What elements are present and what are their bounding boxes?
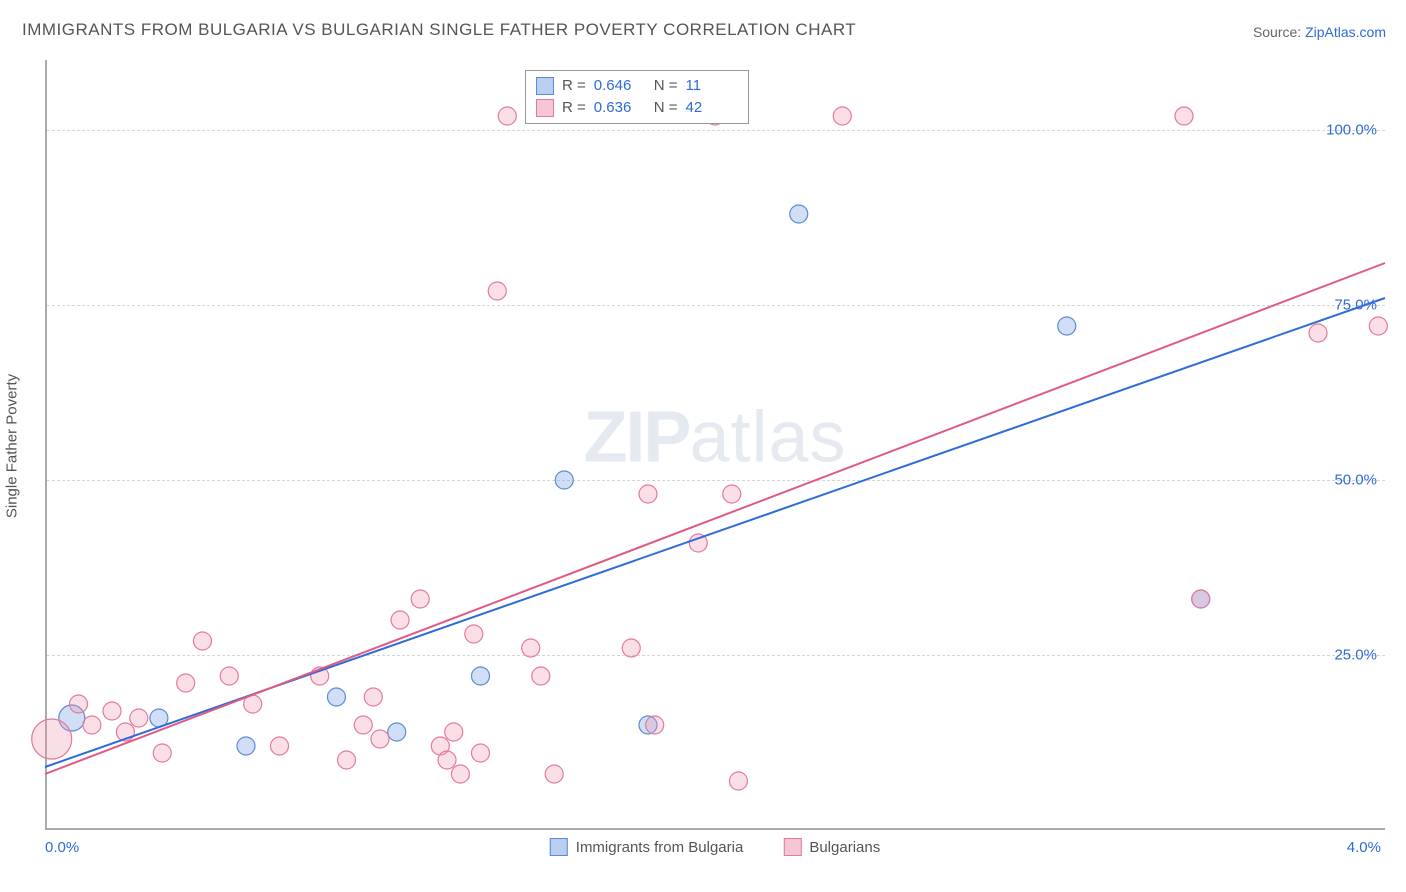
plot-svg: [45, 60, 1385, 828]
source-label: Source:: [1253, 24, 1301, 40]
scatter-point: [364, 688, 382, 706]
scatter-point: [729, 772, 747, 790]
scatter-point: [411, 590, 429, 608]
regression-line: [45, 263, 1385, 774]
legend-item: Bulgarians: [783, 838, 880, 856]
legend-label: Immigrants from Bulgaria: [576, 839, 744, 856]
scatter-point: [193, 632, 211, 650]
x-tick-label: 4.0%: [1347, 839, 1381, 856]
scatter-point: [153, 744, 171, 762]
legend-r-value: 0.646: [594, 75, 646, 97]
scatter-point: [488, 282, 506, 300]
legend-swatch: [550, 838, 568, 856]
scatter-point: [451, 765, 469, 783]
chart-title: IMMIGRANTS FROM BULGARIA VS BULGARIAN SI…: [22, 20, 856, 40]
scatter-point: [177, 674, 195, 692]
legend-correlation-box: R = 0.646 N = 11 R = 0.636 N = 42: [525, 70, 749, 124]
scatter-point: [790, 205, 808, 223]
legend-n-value: 11: [686, 75, 738, 97]
scatter-point: [130, 709, 148, 727]
legend-label: Bulgarians: [809, 839, 880, 856]
scatter-point: [639, 485, 657, 503]
scatter-point: [646, 716, 664, 734]
scatter-point: [271, 737, 289, 755]
scatter-point: [391, 611, 409, 629]
legend-correlation-row: R = 0.636 N = 42: [536, 97, 738, 119]
legend-n-label: N =: [654, 97, 678, 119]
scatter-point: [498, 107, 516, 125]
legend-correlation-row: R = 0.646 N = 11: [536, 75, 738, 97]
scatter-point: [545, 765, 563, 783]
scatter-point: [354, 716, 372, 734]
legend-r-label: R =: [562, 97, 586, 119]
legend-n-label: N =: [654, 75, 678, 97]
scatter-point: [327, 688, 345, 706]
scatter-point: [472, 667, 490, 685]
x-tick-label: 0.0%: [45, 839, 79, 856]
legend-n-value: 42: [686, 97, 738, 119]
scatter-point: [220, 667, 238, 685]
legend-bottom: Immigrants from Bulgaria Bulgarians: [550, 838, 880, 856]
scatter-point: [237, 737, 255, 755]
scatter-point: [83, 716, 101, 734]
scatter-point: [1369, 317, 1387, 335]
scatter-point: [622, 639, 640, 657]
scatter-point: [1058, 317, 1076, 335]
y-axis-title: Single Father Poverty: [4, 374, 21, 518]
scatter-point: [70, 695, 88, 713]
legend-r-label: R =: [562, 75, 586, 97]
scatter-point: [438, 751, 456, 769]
legend-swatch: [536, 99, 554, 117]
scatter-point: [522, 639, 540, 657]
scatter-point: [103, 702, 121, 720]
legend-swatch: [783, 838, 801, 856]
scatter-point: [465, 625, 483, 643]
scatter-point: [1192, 590, 1210, 608]
source-value: ZipAtlas.com: [1305, 24, 1386, 40]
scatter-point: [472, 744, 490, 762]
scatter-point: [388, 723, 406, 741]
source-attribution: Source: ZipAtlas.com: [1253, 24, 1386, 40]
scatter-point: [1309, 324, 1327, 342]
legend-item: Immigrants from Bulgaria: [550, 838, 744, 856]
plot-area: 25.0%50.0%75.0%100.0% ZIPatlas R =0.646N…: [45, 60, 1385, 830]
scatter-point: [32, 719, 72, 759]
scatter-point: [532, 667, 550, 685]
scatter-point: [723, 485, 741, 503]
scatter-point: [371, 730, 389, 748]
legend-swatch: [536, 77, 554, 95]
legend-r-value: 0.636: [594, 97, 646, 119]
scatter-point: [1175, 107, 1193, 125]
scatter-point: [833, 107, 851, 125]
scatter-point: [338, 751, 356, 769]
scatter-point: [445, 723, 463, 741]
scatter-point: [555, 471, 573, 489]
